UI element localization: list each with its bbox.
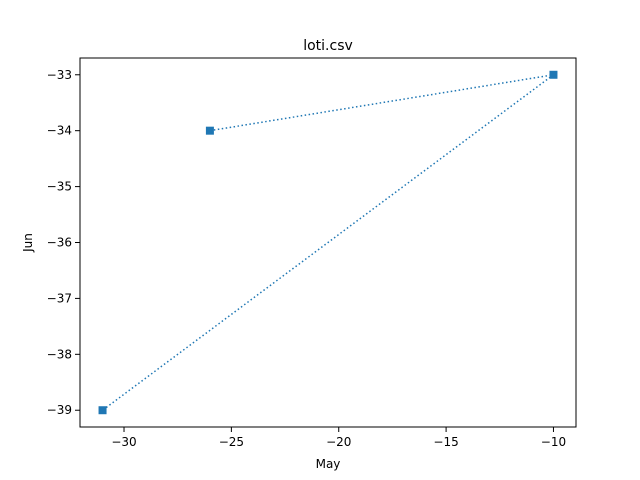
x-axis-label: May xyxy=(316,457,341,471)
x-tick-label: −25 xyxy=(219,435,244,449)
data-point-marker xyxy=(98,406,107,415)
y-axis: −39 −38 −37 −36 −35 −34 −33 xyxy=(47,68,80,417)
plot-area xyxy=(98,70,558,415)
chart-title: loti.csv xyxy=(303,38,353,54)
y-tick-label: −38 xyxy=(47,347,72,361)
y-tick-label: −33 xyxy=(47,68,72,82)
y-tick-label: −37 xyxy=(47,291,72,305)
data-point-marker xyxy=(205,126,214,135)
x-tick-label: −30 xyxy=(111,435,136,449)
y-axis-label: Jun xyxy=(21,233,35,253)
y-tick-label: −36 xyxy=(47,236,72,250)
y-tick-label: −35 xyxy=(47,180,72,194)
x-axis: −30 −25 −20 −15 −10 xyxy=(111,427,566,449)
y-tick-label: −34 xyxy=(47,124,72,138)
x-tick-label: −15 xyxy=(433,435,458,449)
data-point-marker xyxy=(549,70,558,79)
x-tick-label: −10 xyxy=(541,435,566,449)
y-tick-label: −39 xyxy=(47,403,72,417)
x-tick-label: −20 xyxy=(326,435,351,449)
